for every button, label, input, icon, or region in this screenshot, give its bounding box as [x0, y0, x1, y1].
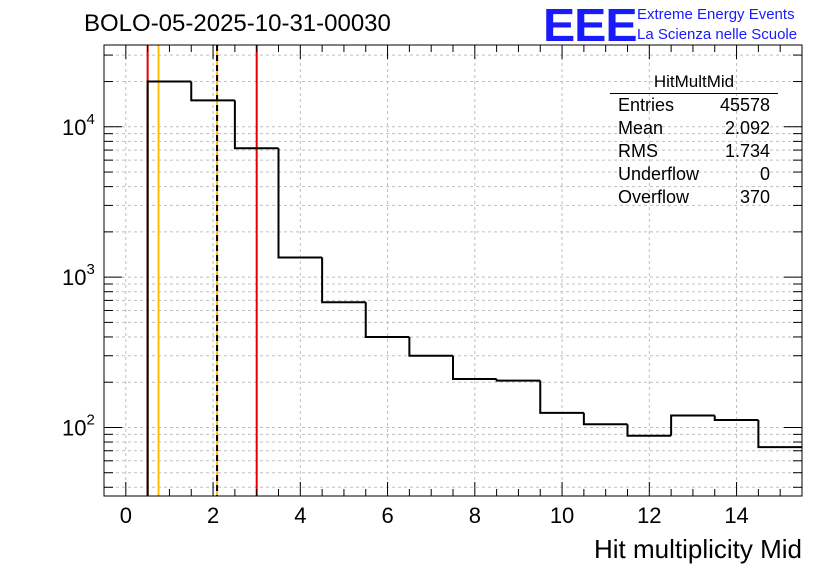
stats-box: HitMultMid Entries 45578 Mean 2.092 RMS … [610, 72, 778, 209]
y-tick-label: 102 [62, 411, 95, 440]
y-tick-label: 103 [62, 261, 95, 290]
x-tick-label: 0 [120, 503, 132, 528]
x-tick-label: 4 [294, 503, 306, 528]
histogram-bin [757, 420, 802, 449]
y-tick-base: 10 [62, 265, 86, 290]
histogram-bin [408, 336, 453, 357]
x-tick-label: 12 [637, 503, 661, 528]
x-tick-label: 2 [207, 503, 219, 528]
vertical-lines-layer [146, 45, 258, 496]
stats-value: 1.734 [724, 141, 770, 161]
histogram-bin [321, 257, 366, 304]
grid-layer [104, 45, 802, 496]
histogram-bin [364, 302, 410, 338]
y-tick-exponent: 3 [86, 261, 94, 278]
logo-letters: EEE [543, 0, 638, 51]
stats-value: 2.092 [724, 118, 770, 138]
histogram-bin [233, 100, 279, 150]
histogram-bin [190, 81, 235, 102]
chart-title: BOLO-05-2025-10-31-00030 [84, 10, 391, 37]
x-tick-label: 10 [550, 503, 574, 528]
histogram-layer [146, 80, 802, 496]
histogram-bin [146, 80, 192, 496]
histogram-bin [539, 380, 584, 414]
x-tick-label: 14 [724, 503, 748, 528]
x-axis-label: Hit multiplicity Mid [593, 534, 802, 564]
stats-value: 0 [759, 164, 770, 184]
stats-value: 370 [739, 187, 770, 207]
logo-line1: Extreme Energy Events [637, 6, 795, 23]
stats-row-overflow: Overflow 370 [610, 186, 778, 209]
stats-label: Entries [618, 95, 675, 115]
y-tick-label: 104 [62, 111, 95, 140]
x-tick-label: 8 [469, 503, 481, 528]
histogram-bin [670, 414, 715, 436]
stats-label: Underflow [618, 164, 700, 184]
stats-row-mean: Mean 2.092 [610, 117, 778, 140]
x-tick-label: 6 [381, 503, 393, 528]
stats-row-rms: RMS 1.734 [610, 140, 778, 163]
y-tick-base: 10 [62, 115, 86, 140]
ticks-layer [103, 45, 803, 496]
y-tick-exponent: 4 [86, 111, 94, 128]
histogram-bin [626, 424, 672, 437]
stats-value: 45578 [719, 95, 770, 115]
y-tick-base: 10 [62, 415, 86, 440]
stats-label: Overflow [618, 187, 690, 207]
y-tick-exponent: 2 [86, 411, 94, 428]
stats-label: RMS [618, 141, 658, 161]
histogram-bin [582, 412, 628, 426]
histogram-bin [495, 379, 541, 382]
stats-row-underflow: Underflow 0 [610, 163, 778, 186]
histogram-bin [713, 415, 759, 422]
stats-label: Mean [618, 118, 664, 138]
stats-title: HitMultMid [610, 72, 778, 94]
logo-line2: La Scienza nelle Scuole [637, 26, 798, 43]
histogram-bin [452, 355, 497, 381]
histogram-bin [277, 148, 323, 259]
stats-row-entries: Entries 45578 [610, 94, 778, 117]
